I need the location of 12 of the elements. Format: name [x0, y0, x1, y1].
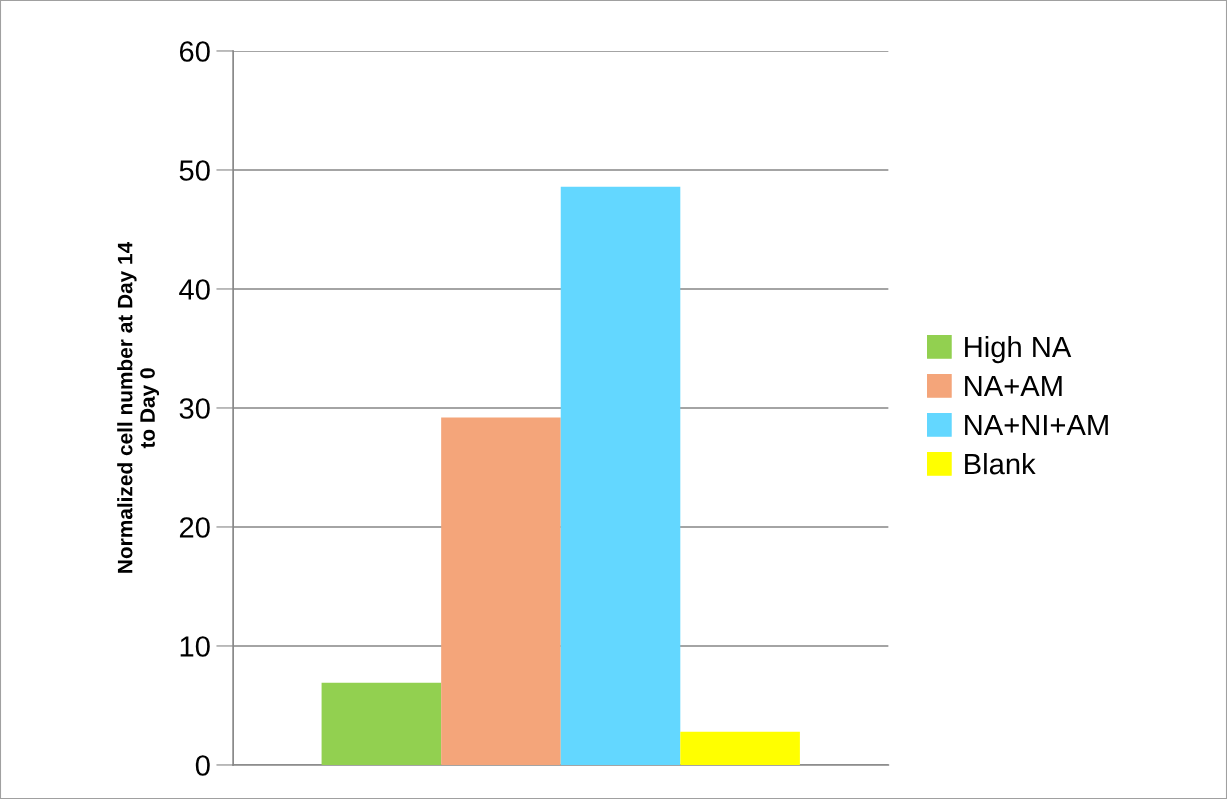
y-tick-label: 20	[179, 517, 210, 538]
y-tick-label: 50	[179, 160, 210, 181]
y-tick-label: 60	[179, 41, 210, 62]
legend-label: NA+NI+AM	[965, 415, 1108, 436]
y-axis-title: Normalized cell number at Day 14 to Day 0	[117, 241, 160, 573]
legend-label: Blank	[965, 452, 1036, 475]
y-tick-label: 30	[179, 398, 210, 419]
y-tick-label: 40	[179, 279, 210, 300]
y-tick-label: 0	[195, 755, 210, 776]
y-tick-label: 10	[180, 636, 210, 657]
legend-label: NA+AM	[965, 376, 1062, 397]
legend-label: High NA	[965, 335, 1072, 364]
